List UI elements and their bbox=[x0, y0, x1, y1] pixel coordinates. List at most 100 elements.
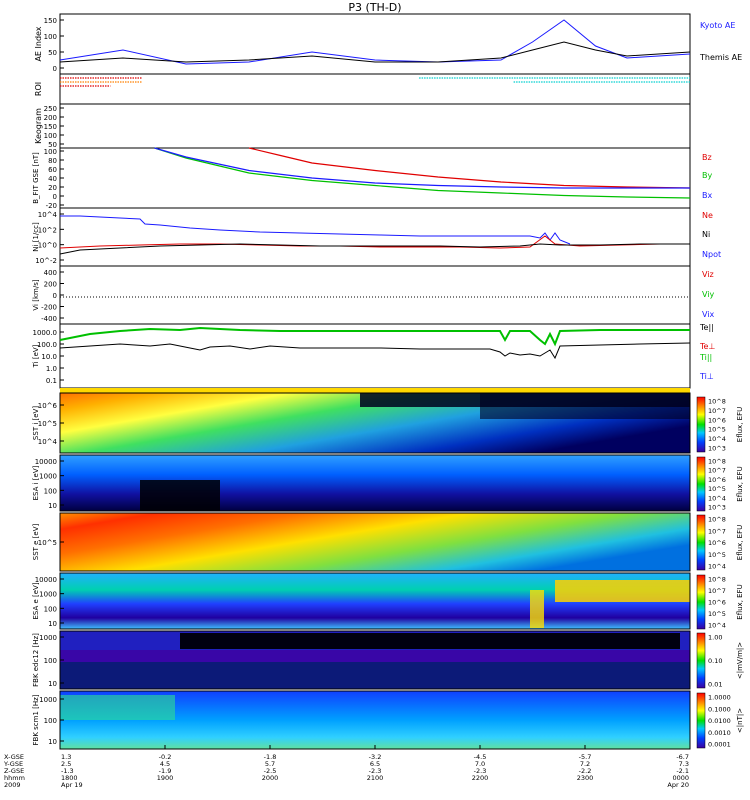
y-tick-label: 0 bbox=[53, 292, 57, 300]
esa-ion-colorbar bbox=[696, 456, 706, 512]
x-tick-label: 2000 bbox=[262, 774, 279, 782]
colorbar-title: Eflux, EFU bbox=[736, 584, 744, 619]
x-tick-label: 2100 bbox=[367, 774, 384, 782]
x-tick-label: Apr 19 bbox=[61, 781, 83, 789]
ae-legend-themis: Themis AE bbox=[699, 53, 742, 62]
y-tick-label: 0.1 bbox=[46, 377, 57, 385]
fbk-efield-ylabel: FBK edc12 [Hz] bbox=[32, 633, 40, 687]
colorbar-tick-label: 10^5 bbox=[708, 426, 726, 434]
y-tick-label: -200 bbox=[41, 304, 57, 312]
y-tick-label: 100 bbox=[44, 487, 57, 495]
y-tick-label: 10000 bbox=[35, 458, 57, 466]
roi-ylabel: ROI bbox=[34, 82, 43, 96]
ae-series-line bbox=[59, 41, 691, 63]
y-tick-label: 1000 bbox=[39, 591, 57, 599]
y-tick-label: 60 bbox=[48, 166, 57, 174]
x-tick-label: 2.5 bbox=[61, 760, 71, 768]
velocity-ylabel: Vi [km/s] bbox=[32, 279, 40, 310]
temperature-legend-ti-par: Ti|| bbox=[699, 353, 712, 362]
colorbar-tick-label: 10^5 bbox=[708, 551, 726, 559]
esa-ion-ylabel: ESA i [eV] bbox=[32, 465, 40, 500]
x-tick-label: 1800 bbox=[61, 774, 78, 782]
x-axis-row-label: 2009 bbox=[4, 781, 21, 789]
sst-electron-panel: SST e [eV] 10^5 bbox=[32, 512, 691, 572]
colorbar-title: Eflux, EFU bbox=[736, 525, 744, 560]
bfield-series bbox=[154, 147, 691, 199]
y-tick-label: 10^4 bbox=[38, 438, 58, 446]
velocity-panel: Vi [km/s] 400 200 0 -200 -400 Viz Viy Vix bbox=[32, 265, 715, 325]
sst-electron-ylabel: SST e [eV] bbox=[32, 523, 40, 560]
y-tick-label: 0 bbox=[53, 65, 57, 73]
colorbar-tick-label: 0.0001 bbox=[708, 741, 731, 749]
y-tick-label: 1000 bbox=[39, 634, 57, 642]
quality-flag-strip bbox=[60, 388, 690, 393]
density-ni-line bbox=[59, 243, 690, 255]
ae-ylabel: AE Index bbox=[34, 26, 43, 61]
bfield-legend-by: By bbox=[702, 171, 712, 180]
temperature-ylabel: Ti [eV] bbox=[32, 344, 40, 368]
y-tick-label: 150 bbox=[44, 17, 57, 25]
y-tick-label: 100 bbox=[44, 717, 57, 725]
colorbar-tick-label: 10^6 bbox=[708, 476, 726, 484]
velocity-legend-viz: Viz bbox=[702, 270, 714, 279]
x-tick-label: 1900 bbox=[157, 774, 174, 782]
colorbar-tick-label: 0.1000 bbox=[708, 705, 731, 713]
sst-electron-yticks: 10^5 bbox=[38, 539, 64, 547]
temperature-panel: Ti [eV] 1000.0 100.0 10.0 1.0 0.1 Te|| Te⊥ T… bbox=[32, 323, 715, 389]
y-tick-label: 1000 bbox=[39, 696, 57, 704]
y-tick-label: 10.0 bbox=[41, 353, 57, 361]
colorbar-tick-label: 10^6 bbox=[708, 599, 726, 607]
colorbar-tick-label: 10^7 bbox=[708, 587, 726, 595]
colorbar-tick-label: 0.10 bbox=[708, 657, 722, 665]
x-tick-label: -0.2 bbox=[159, 753, 172, 761]
colorbar-tick-label: 1.0000 bbox=[708, 694, 731, 702]
y-tick-label: 10^5 bbox=[38, 420, 57, 428]
fbk-bfield-colorbar bbox=[696, 692, 706, 749]
x-tick-label: -2.3 bbox=[369, 767, 382, 775]
y-tick-label: 50 bbox=[48, 141, 57, 149]
x-tick-label: 2200 bbox=[472, 774, 489, 782]
temperature-ti-line bbox=[59, 326, 690, 347]
velocity-yticks: 400 200 0 -200 -400 bbox=[41, 269, 64, 323]
esa-electron-panel: ESA e [eV] 10000 1000 100 10 bbox=[32, 572, 691, 630]
x-tick-label: -2.1 bbox=[676, 767, 689, 775]
bfield-series-line bbox=[248, 147, 691, 189]
density-legend-ni: Ni bbox=[702, 230, 710, 239]
fbk-bfield-yticks: 1000 100 10 bbox=[39, 696, 64, 746]
y-tick-label: 10^0 bbox=[38, 242, 57, 250]
bfield-series-line bbox=[154, 147, 691, 199]
x-tick-label: -3.2 bbox=[369, 753, 382, 761]
x-tick-label: 4.5 bbox=[160, 760, 170, 768]
bfield-legend-bz: Bz bbox=[702, 153, 712, 162]
x-tick-label: 2300 bbox=[577, 774, 594, 782]
y-tick-label: 50 bbox=[48, 49, 57, 57]
x-tick-label: Apr 20 bbox=[667, 781, 689, 789]
esa-electron-yticks: 10000 1000 100 10 bbox=[35, 576, 64, 628]
sst-ion-panel: SST i [eV] 10^6 10^5 10^4 bbox=[32, 392, 691, 454]
colorbar-title: Eflux, EFU bbox=[736, 466, 744, 501]
ae-series bbox=[59, 19, 691, 65]
x-tick-label: -2.2 bbox=[579, 767, 592, 775]
colorbar-tick-label: 10^8 bbox=[708, 576, 726, 584]
y-tick-label: 200 bbox=[44, 114, 57, 122]
velocity-legend-vix: Vix bbox=[702, 310, 715, 319]
esa-ion-panel: ESA i [eV] 10000 1000 100 10 bbox=[32, 454, 691, 512]
colorbar-tick-label: 10^8 bbox=[708, 398, 726, 406]
y-tick-label: 10 bbox=[48, 620, 57, 628]
y-tick-label: 150 bbox=[44, 123, 57, 131]
y-tick-label: 10 bbox=[48, 738, 57, 746]
x-tick-label: 1.3 bbox=[61, 753, 71, 761]
density-npot-line bbox=[60, 215, 571, 245]
bfield-series-line bbox=[154, 147, 690, 189]
temperature-yticks: 1000.0 100.0 10.0 1.0 0.1 bbox=[33, 329, 64, 385]
y-tick-label: -400 bbox=[41, 315, 57, 323]
y-tick-label: 250 bbox=[44, 105, 57, 113]
y-tick-label: 10^4 bbox=[38, 211, 58, 219]
velocity-legend-viy: Viy bbox=[702, 290, 715, 299]
x-tick-label: 5.7 bbox=[265, 760, 275, 768]
density-ne-line bbox=[59, 235, 690, 249]
